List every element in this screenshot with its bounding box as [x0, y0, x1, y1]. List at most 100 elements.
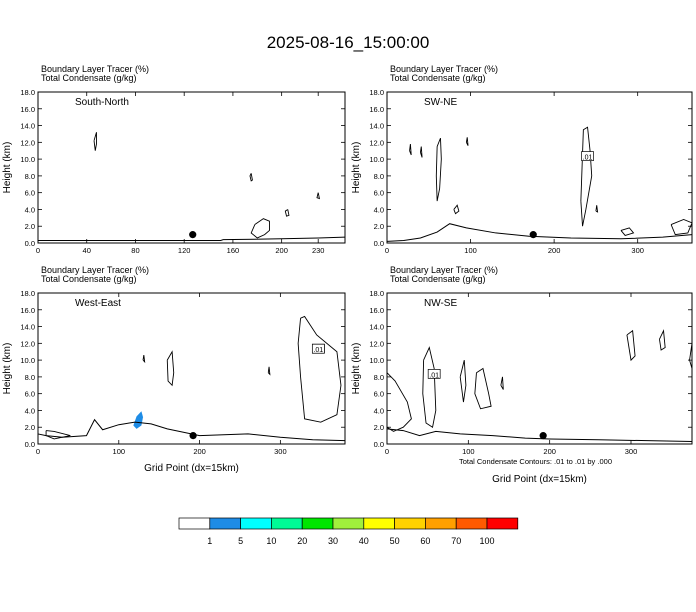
- x-tick-label: 80: [131, 246, 139, 255]
- colorbar-box: [271, 517, 303, 530]
- x-tick-label: 200: [275, 246, 288, 255]
- y-tick-label: 8.0: [25, 172, 35, 181]
- y-tick-label: 18.0: [20, 88, 35, 97]
- location-marker: [529, 231, 537, 239]
- condensate-contour: [267, 366, 271, 376]
- y-tick-label: 6.0: [374, 189, 384, 198]
- condensate-contour: [422, 346, 437, 428]
- y-tick-label: 14.0: [20, 122, 35, 131]
- y-tick-label: 6.0: [25, 390, 35, 399]
- condensate-contour: [386, 372, 412, 432]
- y-tick-label: 14.0: [20, 323, 35, 332]
- panel-header-condensate: Total Condensate (g/kg): [390, 73, 486, 83]
- condensate-contour: [626, 329, 636, 362]
- tracer-fill: [133, 411, 144, 429]
- y-tick-label: 18.0: [369, 88, 384, 97]
- y-tick-label: 6.0: [374, 390, 384, 399]
- x-tick-label: 120: [178, 246, 191, 255]
- y-tick-label: 4.0: [25, 406, 35, 415]
- colorbar-label: 70: [451, 536, 461, 546]
- panel-title: NW-SE: [424, 298, 457, 309]
- condensate-contour: [297, 315, 342, 423]
- y-tick-label: 2.0: [374, 222, 384, 231]
- panel-header-condensate: Total Condensate (g/kg): [41, 274, 137, 284]
- x-tick-label: 200: [193, 447, 206, 456]
- condensate-contour: [142, 355, 146, 364]
- x-tick-label: 0: [36, 447, 40, 456]
- colorbar-box: [240, 517, 272, 530]
- colorbar-label: 60: [420, 536, 430, 546]
- y-tick-label: 18.0: [369, 289, 384, 298]
- condensate-contour: [409, 143, 412, 156]
- y-tick-label: 16.0: [369, 105, 384, 114]
- plot-frame: [386, 292, 693, 445]
- y-tick-label: 4.0: [25, 205, 35, 214]
- y-tick-label: 8.0: [374, 373, 384, 382]
- chart-title: 2025-08-16_15:00:00: [267, 33, 430, 52]
- location-marker: [189, 231, 197, 239]
- panel-title: West-East: [75, 298, 121, 309]
- colorbar: 1 5 10 20 30 40 50 60 70 100: [178, 517, 519, 546]
- condensate-contour: [419, 146, 423, 158]
- x-tick-label: 300: [625, 447, 638, 456]
- condensate-contour: [620, 227, 635, 236]
- condensate-contour: [459, 360, 467, 403]
- condensate-contour: [93, 132, 97, 151]
- x-tick-label: 100: [464, 246, 477, 255]
- y-axis-label: Height (km): [2, 142, 13, 194]
- x-tick-label: 160: [227, 246, 240, 255]
- y-tick-label: 0.0: [25, 440, 35, 449]
- terrain-line: [38, 236, 346, 241]
- colorbar-box: [425, 517, 457, 530]
- colorbar-box: [178, 517, 211, 530]
- plot-frame: [37, 292, 346, 445]
- x-tick-label: 0: [385, 246, 389, 255]
- colorbar-label: 1: [207, 536, 212, 546]
- y-tick-label: 0.0: [25, 239, 35, 248]
- y-tick-label: 12.0: [20, 138, 35, 147]
- x-tick-label: 0: [385, 447, 389, 456]
- y-tick-label: 10.0: [20, 155, 35, 164]
- condensate-contour: [595, 205, 599, 213]
- panel-title: South-North: [75, 97, 129, 108]
- x-tick-label: 300: [274, 447, 287, 456]
- condensate-contour: [249, 173, 253, 182]
- panel-nw-se: Boundary Layer Tracer (%)Total Condensat…: [351, 265, 693, 485]
- location-marker: [189, 432, 197, 440]
- x-tick-label: 300: [631, 246, 644, 255]
- panel-west-east: Boundary Layer Tracer (%)Total Condensat…: [2, 265, 346, 474]
- y-tick-label: 2.0: [25, 222, 35, 231]
- y-axis-label: Height (km): [351, 343, 362, 395]
- colorbar-label: 100: [479, 536, 494, 546]
- y-tick-label: 4.0: [374, 406, 384, 415]
- x-tick-label: 0: [36, 246, 40, 255]
- colorbar-box: [332, 517, 365, 530]
- plot-frame: [386, 91, 693, 244]
- y-tick-label: 10.0: [369, 155, 384, 164]
- colorbar-box: [363, 517, 395, 530]
- colorbar-label: 10: [266, 536, 276, 546]
- y-tick-label: 16.0: [20, 105, 35, 114]
- x-tick-label: 200: [548, 246, 561, 255]
- x-tick-label: 230: [312, 246, 325, 255]
- plot-frame: [37, 91, 346, 244]
- y-tick-label: 4.0: [374, 205, 384, 214]
- panel-title: SW-NE: [424, 97, 457, 108]
- colorbar-box: [301, 517, 334, 530]
- panel-sw-ne: Boundary Layer Tracer (%)Total Condensat…: [351, 64, 693, 255]
- y-axis-label: Height (km): [351, 142, 362, 194]
- x-tick-label: 40: [83, 246, 91, 255]
- contour-label-box: [311, 343, 325, 354]
- condensate-contour: [500, 376, 504, 390]
- y-tick-label: 6.0: [25, 189, 35, 198]
- condensate-contour: [45, 430, 71, 440]
- panel-header-condensate: Total Condensate (g/kg): [41, 73, 137, 83]
- x-tick-label: 200: [543, 447, 556, 456]
- y-tick-label: 18.0: [20, 289, 35, 298]
- panel-header-condensate: Total Condensate (g/kg): [390, 274, 486, 284]
- y-tick-label: 14.0: [369, 122, 384, 131]
- colorbar-label: 40: [359, 536, 369, 546]
- condensate-contour: [284, 209, 290, 217]
- x-axis-label: Grid Point (dx=15km): [492, 474, 587, 485]
- panel-header-tracer: Boundary Layer Tracer (%): [390, 265, 498, 275]
